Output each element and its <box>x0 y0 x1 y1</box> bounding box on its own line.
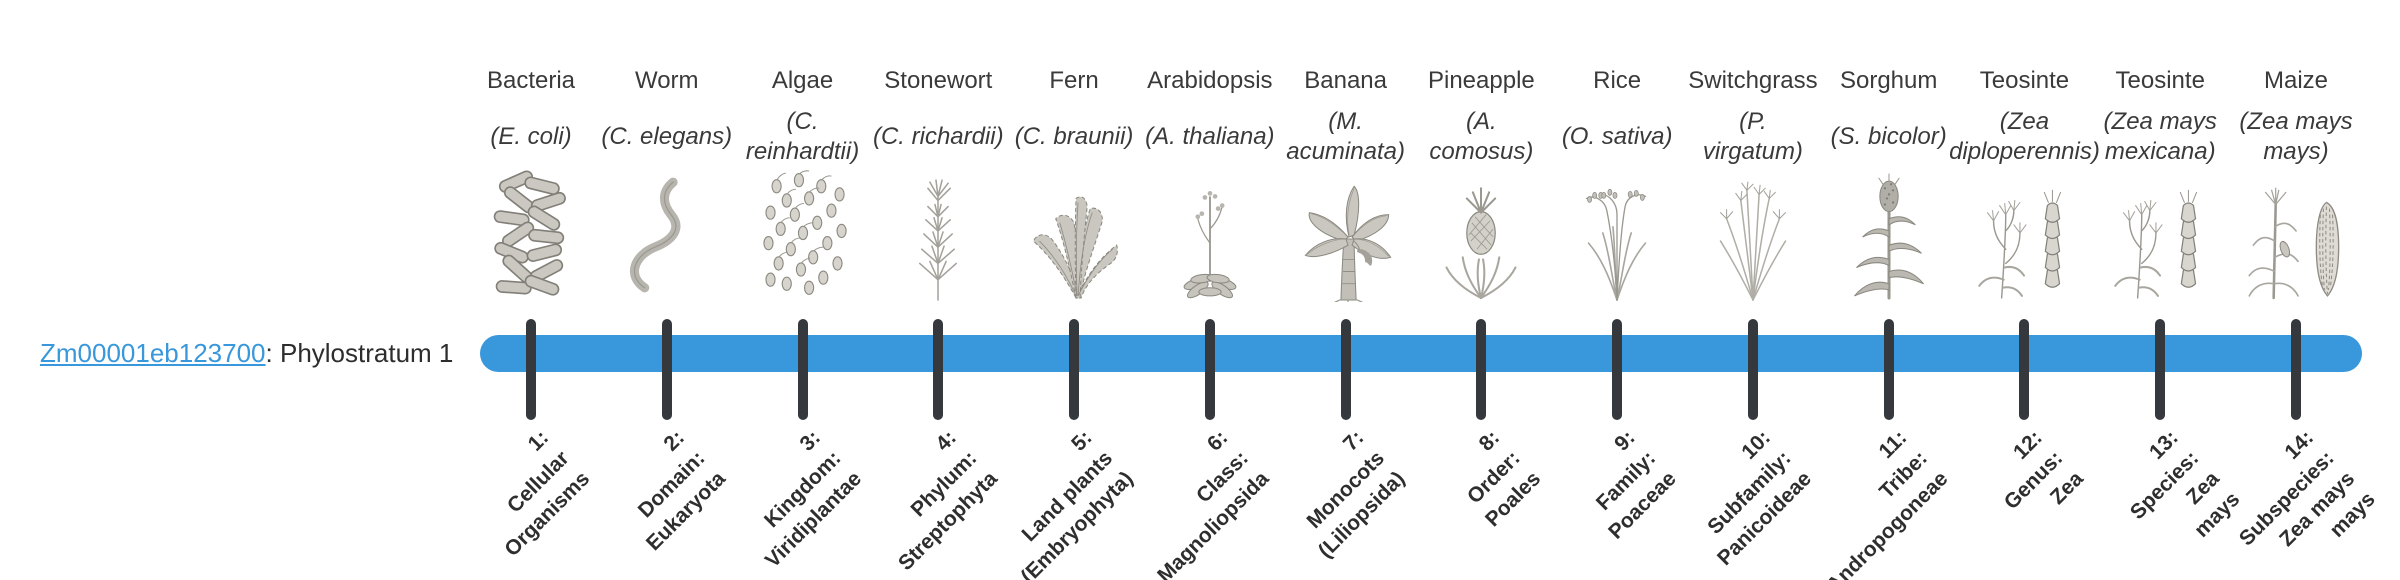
bacteria-icon <box>471 168 591 302</box>
organism-common-name: Arabidopsis <box>1147 67 1273 94</box>
stratum-rank-label: 7: Monocots (Liliopsida) <box>1302 426 1410 563</box>
organism-common-name: Teosinte <box>2115 67 2205 94</box>
organism-species-name: (S. bicolor) <box>1830 123 1947 150</box>
organism-common-name: Maize <box>2263 67 2329 94</box>
organism-common-name: Banana <box>1304 67 1387 94</box>
stratum-rank-label: 6: Class: Magnoliopsida <box>1153 426 1274 580</box>
organism-label: Pineapple (A. comosus) <box>1396 66 1566 172</box>
organism-label: Rice (O. sativa) <box>1532 66 1702 172</box>
organism-species-name: (Zea diploperennis) <box>1949 108 2100 165</box>
maize-icon <box>2236 168 2356 302</box>
stratum-rank-label: 12: Genus: Zea <box>1999 426 2088 515</box>
organism-species-name: (O. sativa) <box>1561 123 1673 150</box>
organism-common-name: Fern <box>1049 67 1099 94</box>
organism-common-name: Algae <box>771 67 834 94</box>
algae-icon <box>743 168 863 302</box>
organism-species-name: (E. coli) <box>490 123 572 150</box>
stratum-rank-label: 13: Species: Zea mays <box>2125 426 2245 542</box>
gene-link[interactable]: Zm00001eb123700 <box>40 338 266 368</box>
organism-label: Bacteria (E. coli) <box>446 66 616 172</box>
stratum-rank-label: 2: Domain: Eukaryota <box>634 426 731 556</box>
teosinte-icon <box>1964 168 2084 302</box>
arabidopsis-icon <box>1150 168 1270 302</box>
organism-species-name: (A. comosus) <box>1429 108 1534 165</box>
organism-species-name: (C. elegans) <box>601 123 733 150</box>
organism-common-name: Worm <box>634 67 699 94</box>
organism-species-name: (Zea mays mexicana) <box>2103 108 2217 165</box>
sorghum-icon <box>1829 168 1949 302</box>
organism-common-name: Stonewort <box>884 67 993 94</box>
stratum-rank-label: 8: Order: Poales <box>1462 426 1545 532</box>
stonewort-icon <box>878 168 998 302</box>
organism-label: Sorghum (S. bicolor) <box>1804 66 1974 172</box>
stratum-rank-label: 9: Family: Poaceae <box>1591 426 1681 544</box>
organism-common-name: Pineapple <box>1427 67 1535 94</box>
organism-label: Teosinte (Zea diploperennis) <box>1939 66 2109 172</box>
organism-label: Teosinte (Zea mays mexicana) <box>2075 66 2245 172</box>
organism-common-name: Rice <box>1593 67 1642 94</box>
stratum-rank-label: 3: Kingdom: Viridiplantae <box>759 426 866 573</box>
timeline-bar <box>480 335 2362 372</box>
banana-icon <box>1286 168 1406 302</box>
organism-species-name: (P. virgatum) <box>1702 108 1803 165</box>
organism-label: Maize (Zea mays mays) <box>2211 66 2381 172</box>
organism-species-name: (C. braunii) <box>1014 123 1134 150</box>
phylostratum-text: : Phylostratum 1 <box>265 338 454 368</box>
worm-icon <box>607 168 727 302</box>
stratum-rank-label: 14: Subspecies: Zea mays mays <box>2235 426 2380 552</box>
organism-species-name: (C. reinhardtii) <box>745 108 860 165</box>
pineapple-icon <box>1421 168 1541 302</box>
organism-common-name: Bacteria <box>486 67 576 94</box>
organism-label: Switchgrass (P. virgatum) <box>1668 66 1838 172</box>
organism-label: Algae (C. reinhardtii) <box>718 66 888 172</box>
organism-common-name: Teosinte <box>1979 67 2070 94</box>
fern-icon <box>1014 168 1134 302</box>
organism-label: Banana (M. acuminata) <box>1261 66 1431 172</box>
stratum-rank-label: 1: Cellular Organisms <box>500 426 595 561</box>
organism-label: Fern (C. braunii) <box>989 66 1159 172</box>
stratum-rank-label: 11: Tribe: Andropogoneae <box>1821 426 1953 580</box>
teosinte-icon <box>2100 168 2220 302</box>
stratum-rank-label: 5: Land plants (Embryophyta) <box>1016 426 1138 580</box>
organism-species-name: (Zea mays mays) <box>2239 108 2353 165</box>
stratum-rank-label: 10: Subfamily: Panicoideae <box>1703 426 1817 571</box>
organism-label: Arabidopsis (A. thaliana) <box>1125 66 1295 172</box>
organism-species-name: (M. acuminata) <box>1286 108 1405 165</box>
stratum-rank-label: 4: Phylum: Streptophyta <box>893 426 1002 575</box>
organism-species-name: (A. thaliana) <box>1145 123 1275 150</box>
switchgrass-icon <box>1693 168 1813 302</box>
organism-common-name: Sorghum <box>1839 67 1938 94</box>
gene-label: Zm00001eb123700: Phylostratum 1 <box>40 337 453 369</box>
organism-common-name: Switchgrass <box>1688 67 1818 94</box>
rice-icon <box>1557 168 1677 302</box>
organism-label: Worm (C. elegans) <box>582 66 752 172</box>
organism-label: Stonewort (C. richardii) <box>853 66 1023 172</box>
organism-species-name: (C. richardii) <box>872 123 1004 150</box>
